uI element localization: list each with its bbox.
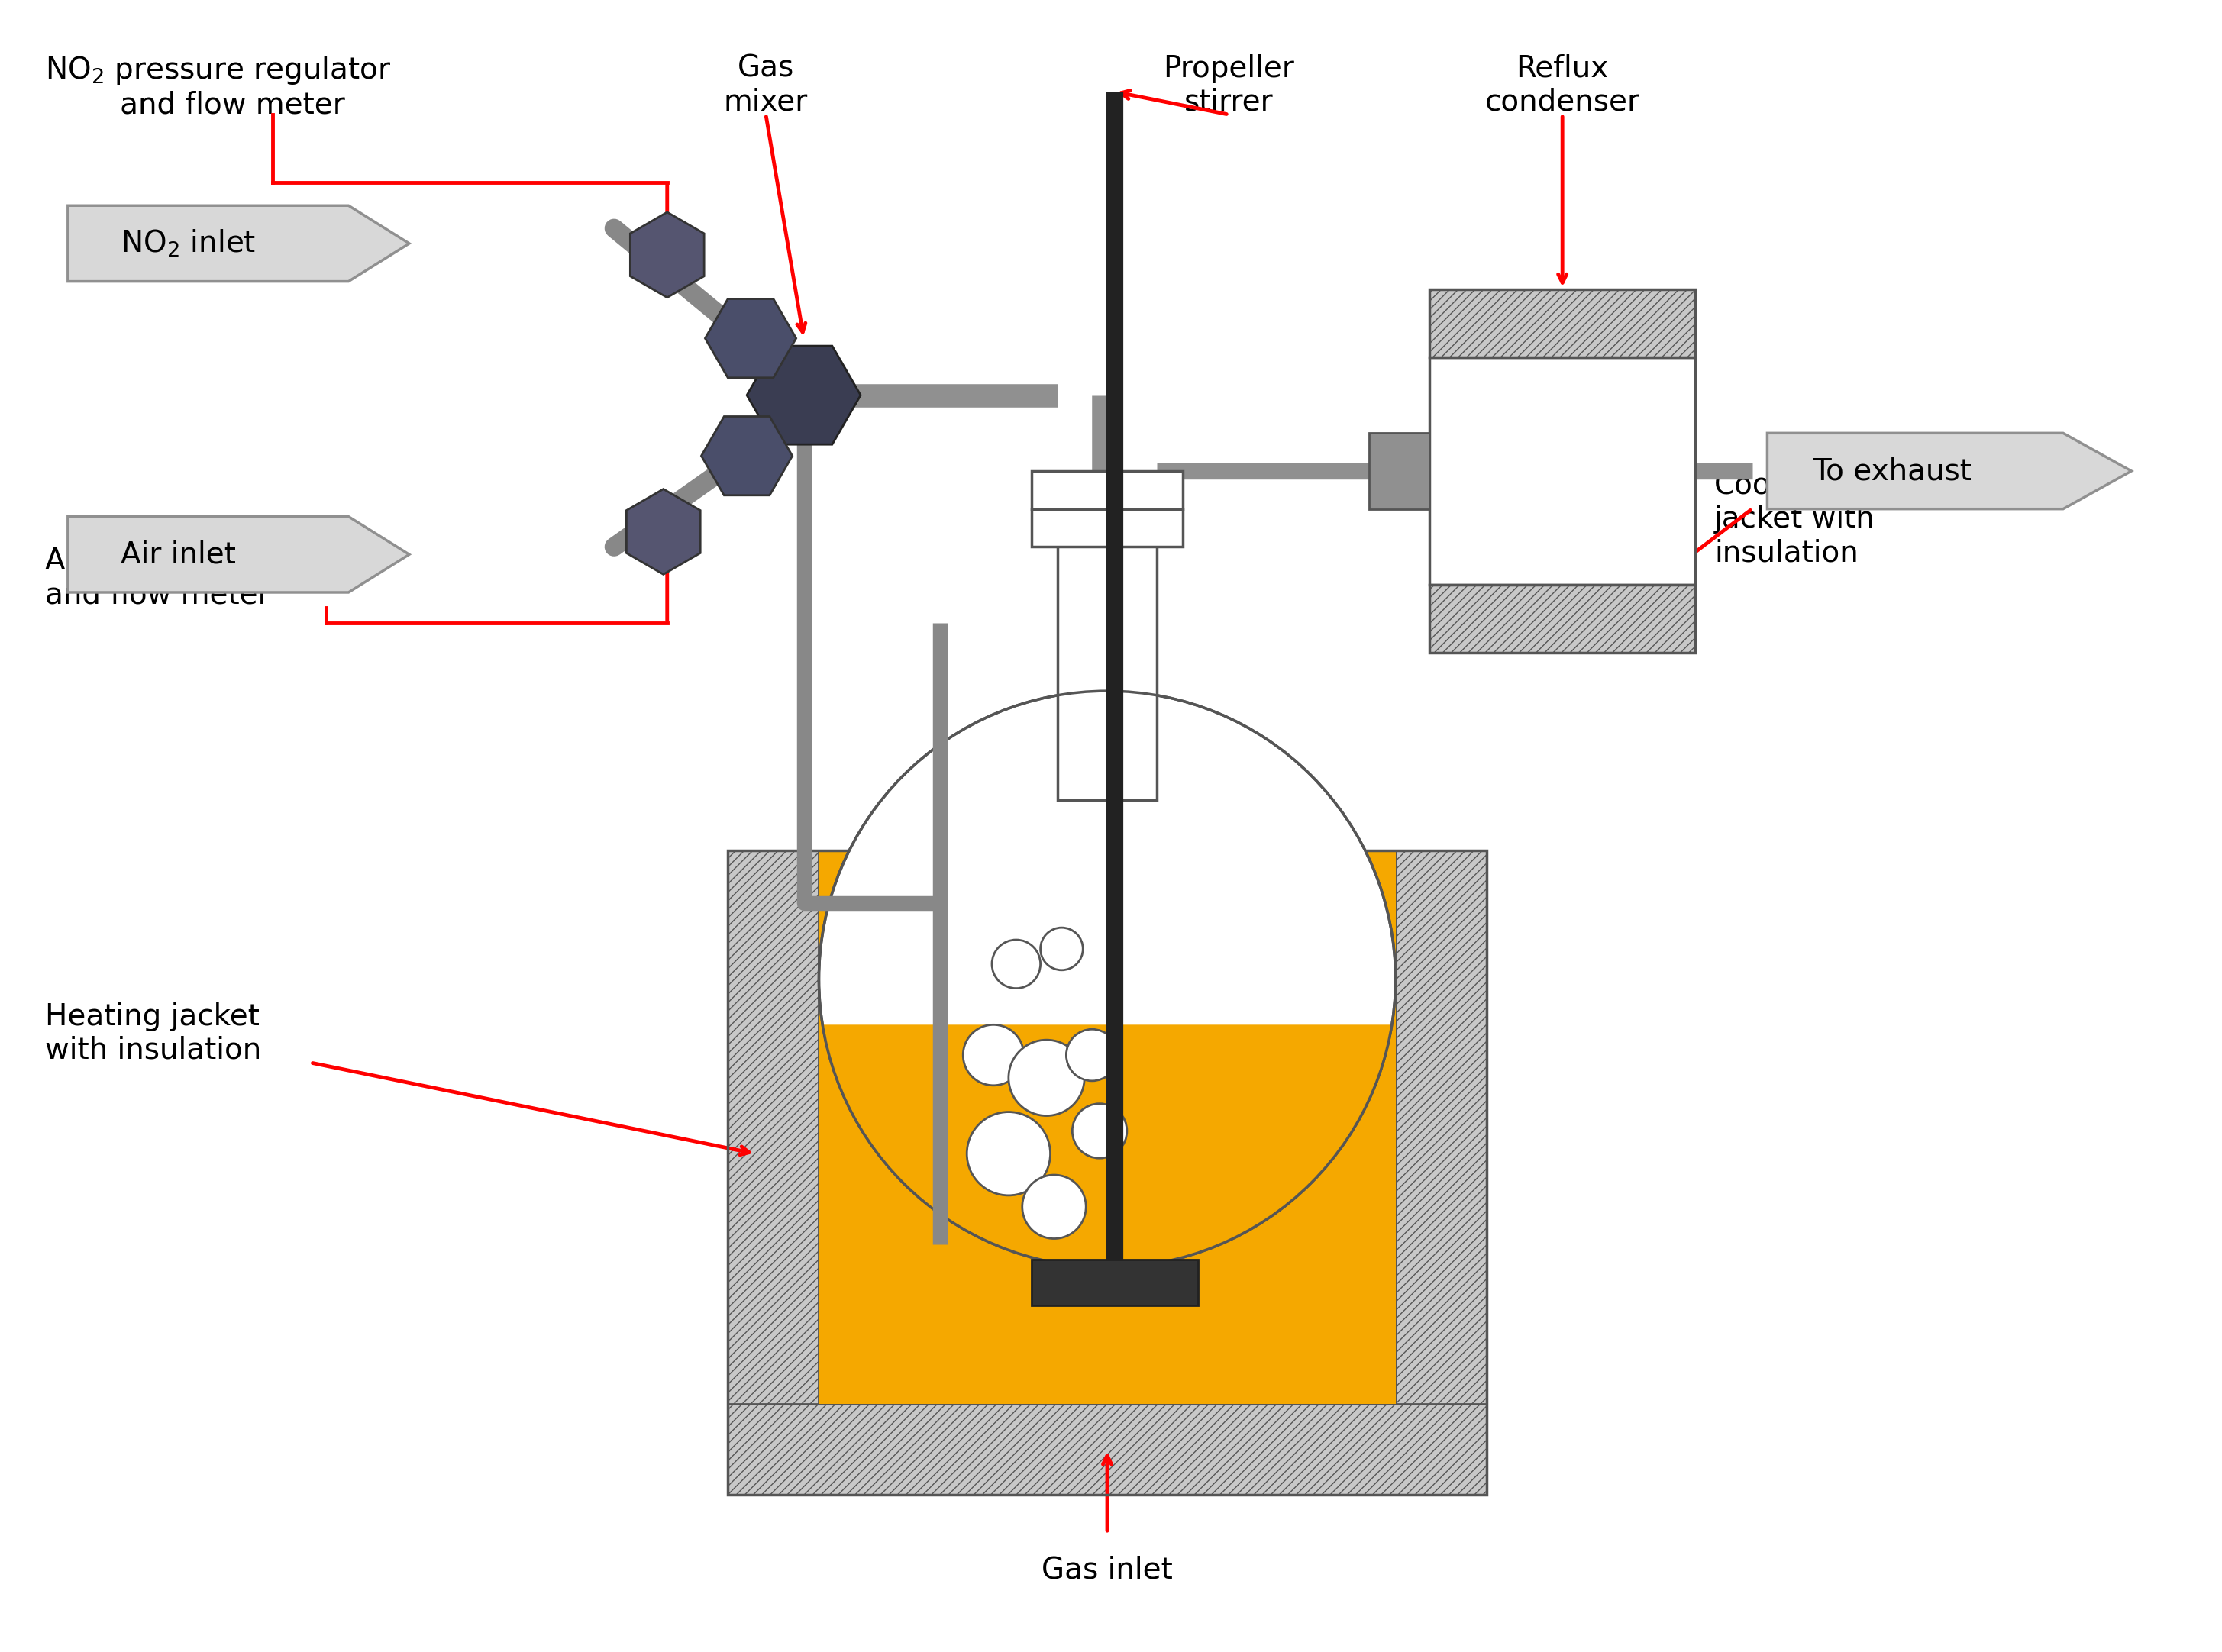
Circle shape <box>1022 1175 1087 1239</box>
Bar <box>1031 509 1182 547</box>
Polygon shape <box>702 416 793 496</box>
Bar <box>1031 1260 1198 1305</box>
Text: NO$_2$ inlet: NO$_2$ inlet <box>120 228 256 259</box>
Polygon shape <box>747 345 860 444</box>
Bar <box>729 851 1487 1495</box>
Bar <box>1429 289 1695 357</box>
Text: Cooling
jacket with
insulation: Cooling jacket with insulation <box>1713 471 1875 567</box>
Polygon shape <box>704 299 795 378</box>
Text: Propeller
stirrer: Propeller stirrer <box>1162 55 1293 116</box>
Polygon shape <box>822 1024 1391 1267</box>
Text: Air inlet: Air inlet <box>120 540 236 568</box>
FancyArrow shape <box>69 205 409 281</box>
Circle shape <box>1040 928 1082 970</box>
Bar <box>820 851 1395 1404</box>
Text: Gas
mixer: Gas mixer <box>724 55 809 116</box>
Text: To exhaust: To exhaust <box>1813 456 1971 486</box>
Text: Reflux
condenser: Reflux condenser <box>1484 55 1640 116</box>
Bar <box>1429 585 1695 653</box>
Bar <box>1429 357 1695 585</box>
Bar <box>1058 547 1155 778</box>
Circle shape <box>967 1112 1051 1196</box>
Bar <box>1369 433 1429 509</box>
Polygon shape <box>631 211 704 297</box>
Text: NO$_2$ pressure regulator
   and flow meter: NO$_2$ pressure regulator and flow meter <box>44 55 391 119</box>
Circle shape <box>991 940 1040 988</box>
FancyArrow shape <box>69 517 409 593</box>
Circle shape <box>962 1024 1024 1085</box>
Bar <box>729 851 820 1495</box>
Bar <box>1031 471 1182 509</box>
Circle shape <box>1009 1039 1084 1115</box>
Bar <box>1395 851 1487 1495</box>
Text: Gas inlet: Gas inlet <box>1042 1556 1173 1584</box>
Bar <box>1058 517 1155 800</box>
Polygon shape <box>627 489 700 575</box>
Circle shape <box>1067 1029 1118 1080</box>
Bar <box>729 1404 1487 1495</box>
Text: Air pressure regulator
and flow meter: Air pressure regulator and flow meter <box>44 547 369 610</box>
Circle shape <box>820 691 1395 1267</box>
Circle shape <box>1073 1104 1127 1158</box>
FancyArrow shape <box>1766 433 2131 509</box>
Text: Heating jacket
with insulation: Heating jacket with insulation <box>44 1003 262 1064</box>
